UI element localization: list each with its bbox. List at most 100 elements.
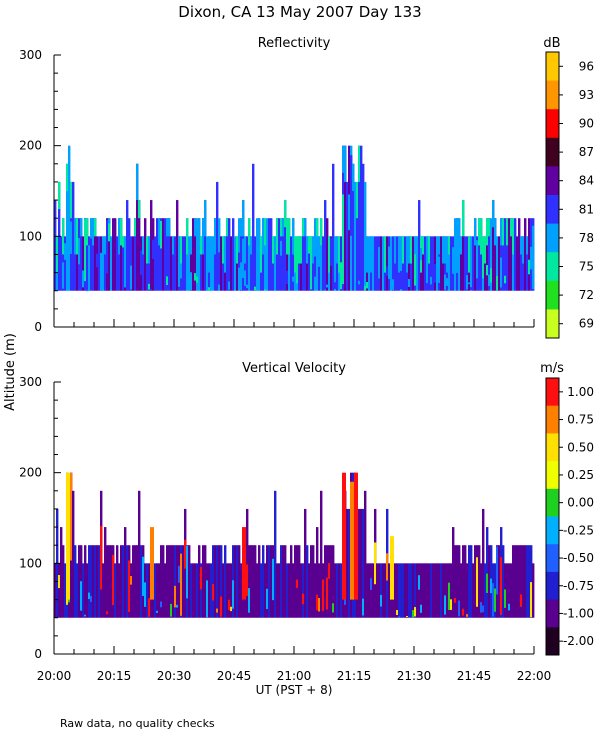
data-column xyxy=(356,181,359,291)
data-column xyxy=(376,236,379,291)
data-column-band xyxy=(328,236,331,273)
data-column xyxy=(394,563,397,618)
data-streak xyxy=(142,556,145,596)
data-streak xyxy=(106,220,109,274)
data-column xyxy=(526,236,529,291)
data-column xyxy=(320,218,323,291)
data-column xyxy=(172,236,175,291)
data-column xyxy=(422,236,425,291)
data-column xyxy=(358,145,361,291)
data-column-band xyxy=(334,236,337,255)
data-streak xyxy=(458,600,461,617)
data-column xyxy=(188,545,191,618)
data-column xyxy=(216,181,219,291)
data-column xyxy=(114,218,117,291)
data-column xyxy=(104,527,107,618)
data-column xyxy=(190,236,193,291)
data-column xyxy=(54,200,57,291)
data-column-band xyxy=(292,218,295,255)
colorbar-label: -0.50 xyxy=(563,551,594,565)
data-streak xyxy=(58,575,61,589)
data-column xyxy=(408,563,411,618)
data-streak xyxy=(378,247,381,279)
data-column-band xyxy=(212,236,215,264)
data-column-band xyxy=(356,181,359,219)
data-column xyxy=(72,490,75,618)
reflectivity-data-columns xyxy=(54,145,535,292)
data-column-band xyxy=(258,218,261,246)
data-column xyxy=(458,545,461,618)
velocity-colorbar: 1.00 0.75 0.50 0.25 0.00 -0.25 -0.50 -0.75 -1.00… xyxy=(545,377,594,656)
data-column xyxy=(400,236,403,291)
data-column xyxy=(502,545,505,618)
data-column xyxy=(166,218,169,291)
data-column-band xyxy=(468,236,471,273)
data-streak xyxy=(466,614,469,617)
data-streak xyxy=(348,194,351,231)
data-column xyxy=(524,545,527,618)
data-streak xyxy=(362,598,365,616)
data-column xyxy=(72,181,75,291)
data-streak xyxy=(130,265,133,290)
data-column-band xyxy=(222,236,225,264)
data-streak xyxy=(82,270,85,288)
data-column xyxy=(336,563,339,618)
data-column-band xyxy=(342,145,345,173)
data-streak xyxy=(328,563,331,579)
data-column xyxy=(506,218,509,291)
data-column xyxy=(298,545,301,618)
data-column xyxy=(232,218,235,291)
data-streak xyxy=(178,252,181,287)
data-column xyxy=(156,218,159,291)
reflectivity-colorbar-unit: dB xyxy=(543,36,560,51)
data-column-band xyxy=(460,236,463,255)
data-column xyxy=(472,563,475,618)
data-streak xyxy=(462,608,465,616)
data-column xyxy=(444,563,447,618)
data-column-band xyxy=(136,163,139,201)
x-tick-label: 21:15 xyxy=(337,669,372,683)
data-column-band xyxy=(284,200,287,228)
data-column xyxy=(220,236,223,291)
data-column xyxy=(396,563,399,618)
data-streak xyxy=(292,276,295,282)
data-column xyxy=(240,563,243,618)
data-column xyxy=(122,545,125,618)
data-column xyxy=(454,545,457,618)
data-column xyxy=(270,545,273,618)
data-column xyxy=(194,218,197,291)
data-column xyxy=(470,545,473,618)
data-column xyxy=(474,545,477,618)
data-column xyxy=(518,218,521,291)
data-streak xyxy=(208,287,211,291)
data-column-band xyxy=(214,218,217,255)
data-column xyxy=(270,218,273,291)
data-column-band xyxy=(58,181,61,210)
data-column xyxy=(166,545,169,618)
data-column-band xyxy=(510,218,513,237)
data-column xyxy=(438,563,441,618)
data-column xyxy=(338,563,341,618)
data-column-band xyxy=(204,200,207,237)
data-column xyxy=(450,236,453,291)
data-column xyxy=(472,236,475,291)
colorbar-segment xyxy=(546,166,559,196)
data-streak xyxy=(482,237,485,279)
data-column-band xyxy=(320,218,323,246)
data-column xyxy=(340,563,343,618)
data-streak xyxy=(448,286,451,288)
data-column xyxy=(120,218,123,291)
data-column xyxy=(220,545,223,618)
data-column-band xyxy=(494,218,497,246)
colorbar-segment xyxy=(546,461,559,490)
data-column xyxy=(230,236,233,291)
reflectivity-axes: 0 100 200 300 xyxy=(19,48,535,334)
data-column-band xyxy=(260,236,263,273)
data-streak xyxy=(156,610,159,613)
data-column xyxy=(316,218,319,291)
data-column xyxy=(222,563,225,618)
data-streak xyxy=(70,472,73,561)
data-column xyxy=(258,218,261,291)
data-column xyxy=(374,236,377,291)
data-column-band xyxy=(288,218,291,255)
